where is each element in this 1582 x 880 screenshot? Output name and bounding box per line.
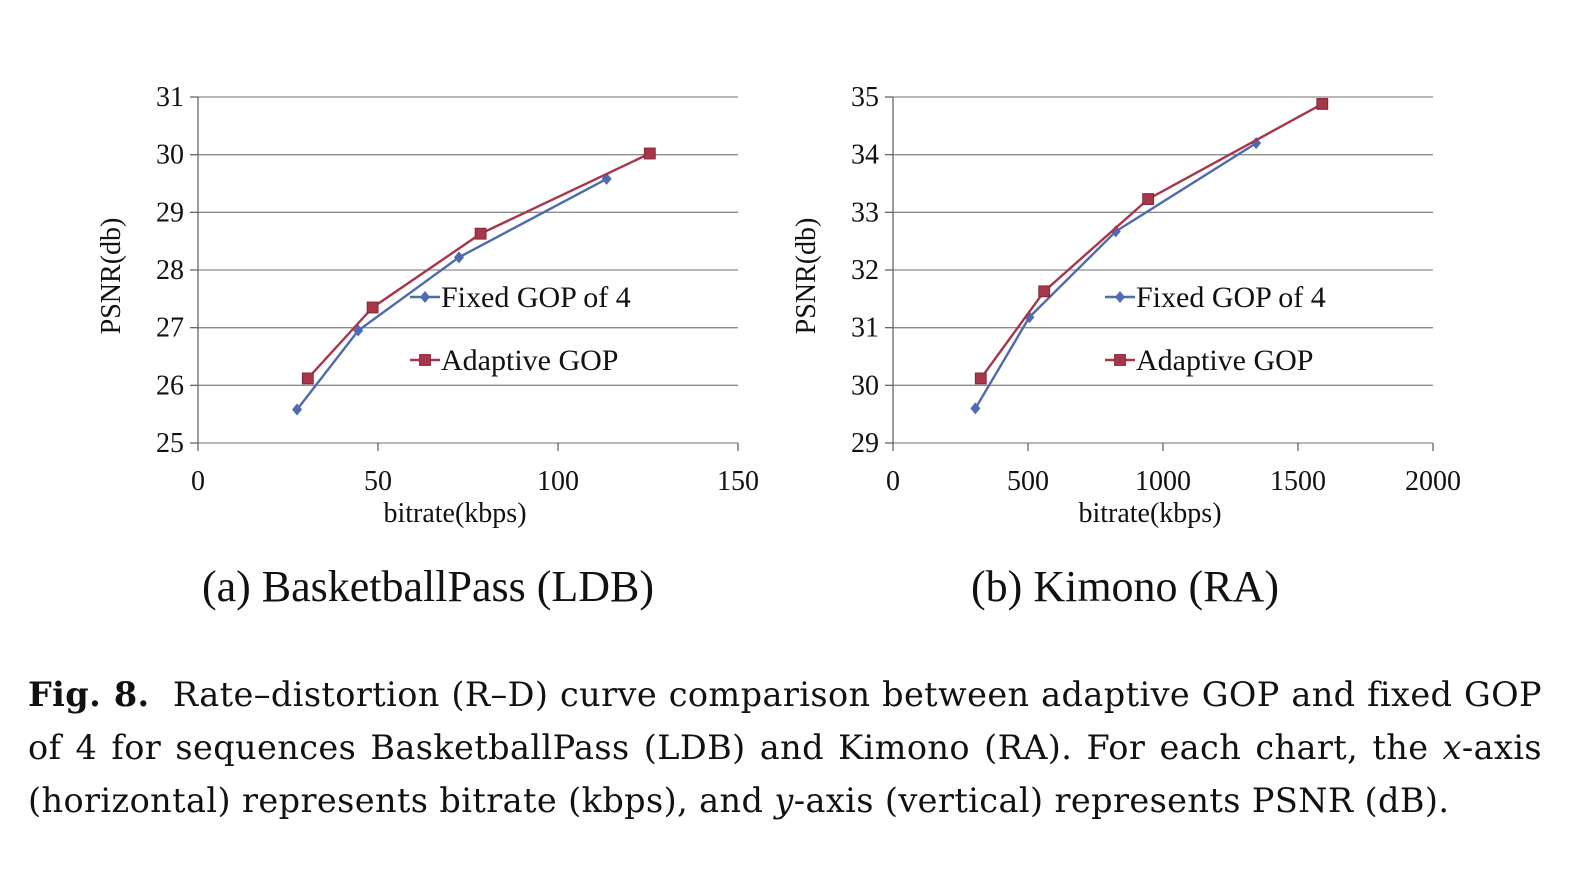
caption-text-1: Rate–distortion (R–D) curve comparison b… bbox=[28, 675, 1542, 767]
data-point-diamond bbox=[1110, 225, 1121, 238]
data-point-square bbox=[366, 301, 379, 314]
y-tick-label: 29 bbox=[851, 428, 879, 459]
caption-text-3: -axis (vertical) represents PSNR (dB). bbox=[793, 781, 1450, 820]
subfigure-caption: (a) BasketballPass (LDB) bbox=[202, 562, 654, 611]
figure-caption: Fig. 8. Rate–distortion (R–D) curve comp… bbox=[28, 668, 1542, 827]
data-point-diamond bbox=[970, 402, 981, 415]
legend-marker-diamond bbox=[1115, 291, 1125, 303]
x-tick-label: 100 bbox=[537, 466, 579, 497]
y-tick-label: 35 bbox=[851, 82, 879, 113]
legend-label: Adaptive GOP bbox=[441, 344, 618, 377]
legend-label: Fixed GOP of 4 bbox=[1136, 281, 1326, 314]
y-tick-label: 32 bbox=[851, 255, 879, 286]
data-point-square bbox=[974, 372, 987, 385]
legend-label: Adaptive GOP bbox=[1136, 344, 1313, 377]
legend-label: Fixed GOP of 4 bbox=[441, 281, 631, 314]
y-axis-label: PSNR(db) bbox=[791, 218, 822, 335]
caption-y-var: y bbox=[774, 781, 794, 820]
figure-charts: 25 26 27 28 29 30 31 0 50 100 150 bitrate(kbps) PSNR… bbox=[96, 82, 1461, 611]
series-line-2 bbox=[979, 102, 1323, 380]
x-tick-label: 1500 bbox=[1270, 466, 1326, 497]
y-tick-label: 31 bbox=[156, 82, 184, 113]
caption-x-var: x bbox=[1442, 728, 1462, 767]
x-axis-label: bitrate(kbps) bbox=[1078, 498, 1221, 529]
y-axis-label: PSNR(db) bbox=[96, 218, 127, 335]
data-point-square bbox=[1142, 193, 1155, 205]
series-line-1 bbox=[296, 177, 608, 411]
data-point-square bbox=[474, 227, 487, 240]
data-point-square bbox=[643, 147, 656, 160]
data-point-square bbox=[1038, 285, 1051, 298]
caption-text-2: -axis (horizontal) represents bitrate (k… bbox=[28, 728, 1542, 820]
chart-2: 29 30 31 32 33 34 35 0 500 1000 1500 2000 bitrate(kb… bbox=[791, 82, 1461, 611]
legend-marker-diamond bbox=[420, 291, 430, 303]
series-line-1 bbox=[974, 142, 1257, 410]
legend-marker-square bbox=[1114, 354, 1126, 366]
y-tick-label: 29 bbox=[156, 197, 184, 228]
y-tick-label: 27 bbox=[156, 313, 184, 344]
x-tick-label: 0 bbox=[191, 466, 205, 497]
y-tick-label: 34 bbox=[851, 140, 879, 171]
y-tick-label: 26 bbox=[156, 370, 184, 401]
x-axis-label: bitrate(kbps) bbox=[383, 498, 526, 529]
y-tick-label: 28 bbox=[156, 255, 184, 286]
data-point-square bbox=[1316, 98, 1329, 110]
data-point-diamond bbox=[292, 403, 302, 416]
y-tick-label: 30 bbox=[851, 370, 879, 401]
series-line-2 bbox=[306, 152, 651, 380]
chart-1: 25 26 27 28 29 30 31 0 50 100 150 bitrate(kbps) PSNR… bbox=[96, 82, 759, 611]
x-tick-label: 500 bbox=[1007, 466, 1049, 497]
x-tick-label: 2000 bbox=[1405, 466, 1461, 497]
x-tick-label: 150 bbox=[717, 466, 759, 497]
caption-label: Fig. 8. bbox=[28, 675, 150, 714]
data-point-diamond bbox=[454, 251, 464, 264]
data-point-square bbox=[301, 372, 314, 385]
x-tick-label: 50 bbox=[364, 466, 392, 497]
y-tick-label: 31 bbox=[851, 313, 879, 344]
subfigure-caption: (b) Kimono (RA) bbox=[971, 562, 1279, 611]
y-tick-label: 25 bbox=[156, 428, 184, 459]
legend-marker-square bbox=[419, 354, 431, 366]
y-tick-label: 30 bbox=[156, 140, 184, 171]
x-tick-label: 0 bbox=[886, 466, 900, 497]
x-tick-label: 1000 bbox=[1135, 466, 1191, 497]
y-tick-label: 33 bbox=[851, 197, 879, 228]
